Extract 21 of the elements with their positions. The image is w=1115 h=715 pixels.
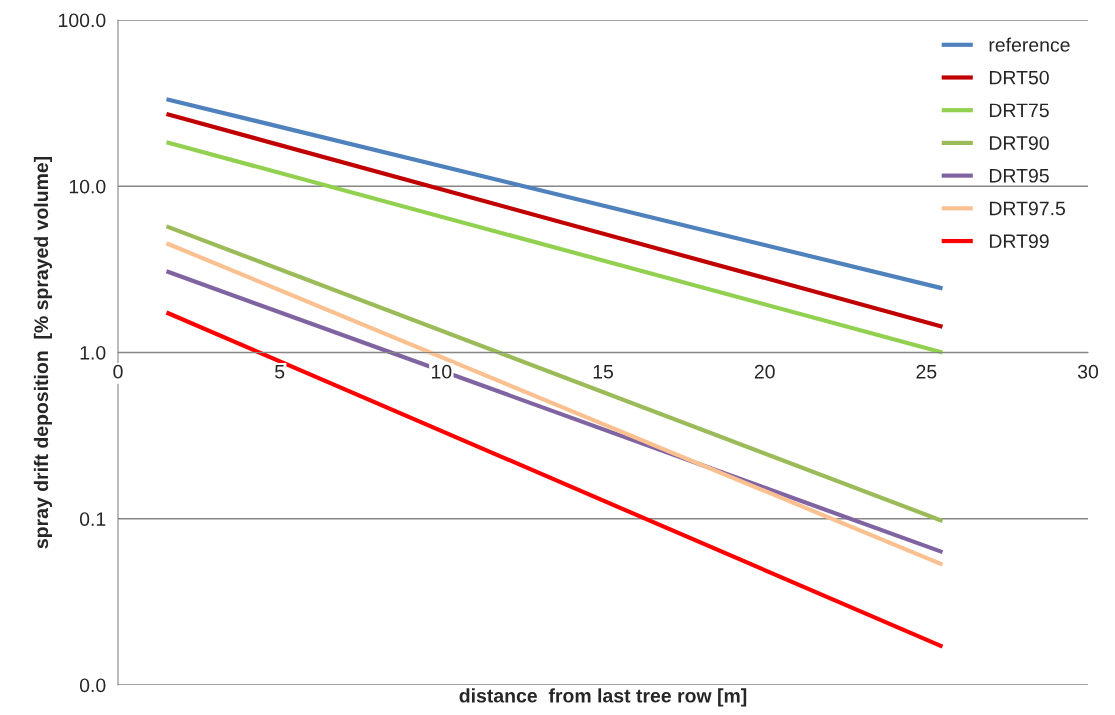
y-tick-label: 0.0 [79, 678, 106, 693]
y-axis-title: spray drift deposition [% sprayed volume] [33, 156, 52, 549]
legend-label: DRT75 [989, 103, 1049, 118]
legend-label: DRT97.5 [989, 201, 1066, 216]
y-tick-label: 0.1 [79, 512, 106, 526]
legend-label: DRT95 [989, 168, 1049, 183]
x-tick-label: 15 [593, 365, 613, 379]
legend-label: DRT99 [989, 234, 1049, 249]
legend-label: DRT50 [989, 70, 1049, 85]
y-tick-label: 10.0 [69, 179, 106, 194]
x-tick-label: 10 [432, 364, 452, 379]
y-tick-label: 1.0 [80, 345, 106, 360]
x-tick-label: 25 [916, 364, 937, 379]
legend-label: reference [989, 37, 1070, 52]
x-tick-label: 30 [1077, 364, 1099, 379]
x-tick-label: 0 [113, 364, 123, 379]
x-axis-title: distance from last tree row [m] [459, 688, 747, 707]
y-tick-label: 100.0 [59, 13, 106, 28]
legend-label: DRT90 [989, 136, 1049, 150]
x-tick-label: 20 [754, 364, 775, 379]
x-tick-label: 5 [275, 365, 285, 379]
